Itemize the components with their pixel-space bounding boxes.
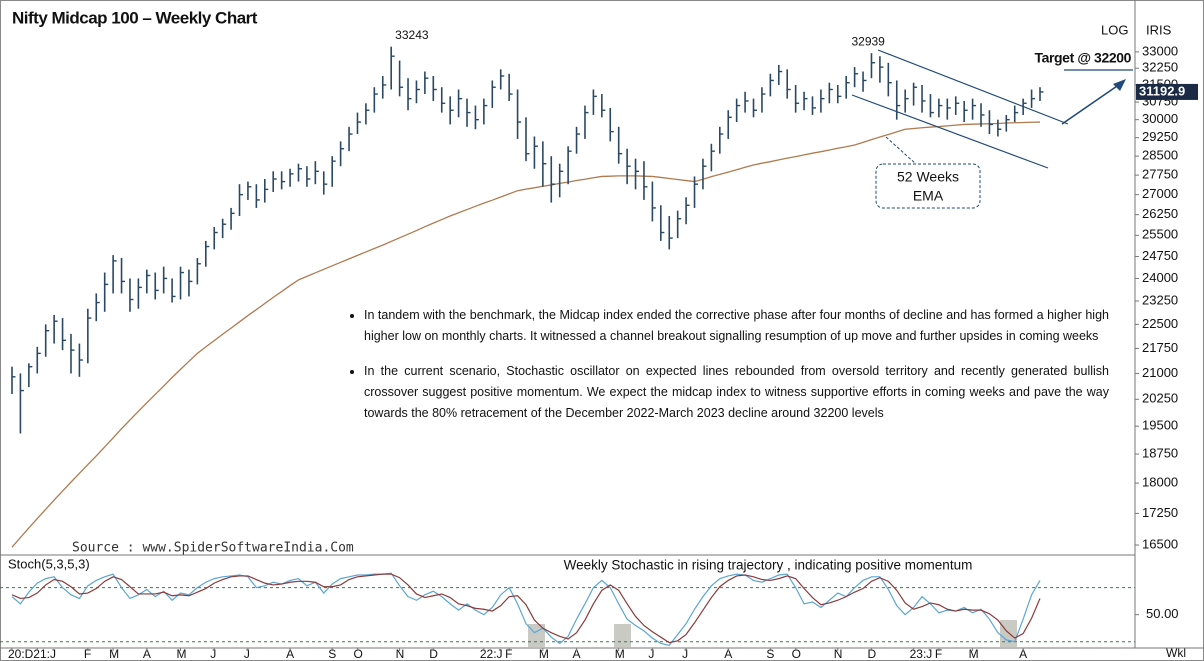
target-arrow [1061,83,1121,125]
notes: In tandem with the benchmark, the Midcap… [344,305,1109,438]
stoch-title: Weekly Stochastic in rising trajectory ,… [564,558,973,573]
x-tick-label: F [84,647,91,661]
price-tag-label: 31192.9 [1139,83,1185,98]
marks [11,46,1044,548]
x-tick-label: J [682,647,688,661]
x-tick-label: J [210,647,216,661]
y-tick-label: 26250 [1142,206,1178,221]
stoch-d-line [11,573,1041,644]
x-tick-label: 22:J [480,647,503,661]
x-tick-label: A [724,647,732,661]
x-tick-label: M [177,647,187,661]
x-tick-label: A [573,647,581,661]
y-tick-label: 23250 [1142,292,1178,307]
y-tick-label: 18750 [1142,446,1178,461]
y-tick-label: 27750 [1142,167,1178,182]
stoch-y-tick-label: 50.00 [1146,606,1179,621]
stoch-label: Stoch(5,3,5,3) [8,556,90,571]
y-tick-label: 18000 [1142,475,1178,490]
y-tick-label: 32250 [1142,60,1178,75]
x-tick-label: A [1019,647,1027,661]
y-tick-label: 28500 [1142,148,1178,163]
y-tick-label: 20250 [1142,391,1178,406]
notes-list: In tandem with the benchmark, the Midcap… [344,305,1109,424]
x-tick-label: A [143,647,151,661]
x-tick-label: D [867,647,876,661]
peak-label: 33243 [395,28,429,42]
x-tick-label: O [792,647,801,661]
x-tick-label: J [244,647,250,661]
peak-label: 32939 [851,34,885,48]
ema-connector [885,136,917,165]
note: In the current scenario, Stochastic osci… [364,361,1109,424]
ema-label: 52 Weeks [897,169,959,185]
y-tick-label: 25500 [1142,227,1178,242]
x-tick-label: S [328,647,336,661]
y-tick-label: 21000 [1142,365,1178,380]
x-tick-label: S [766,647,774,661]
x-tick-label: A [286,647,294,661]
ema-label: EMA [913,188,944,204]
x-tick-label: F [505,647,512,661]
note: In tandem with the benchmark, the Midcap… [364,305,1109,347]
x-tick-label: O [353,647,362,661]
iris-label: IRIS [1146,22,1172,37]
y-tick-label: 24000 [1142,270,1178,285]
stoch-k-line [11,572,1041,646]
x-tick-label: M [539,647,549,661]
y-tick-label: 16500 [1142,536,1178,551]
target-label: Target @ 32200 [1034,50,1131,66]
interval-label: Wkl [1166,646,1186,660]
y-tick-label: 30000 [1142,111,1178,126]
x-tick-label: F [935,647,942,661]
x-tick-label: J [648,647,654,661]
ema-line [11,121,1041,548]
x-tick-label: N [834,647,843,661]
y-tick-label: 24750 [1142,248,1178,263]
y-tick-label: 27000 [1142,186,1178,201]
source-label: Source : www.SpiderSoftwareIndia.Com [72,541,354,556]
y-tick-label: 22500 [1142,316,1178,331]
y-tick-label: 33000 [1142,43,1178,58]
x-tick-label: D [429,647,438,661]
x-tick-label: M [969,647,979,661]
x-tick-label: M [615,647,625,661]
x-tick-label: 23:J [910,647,933,661]
arrow-head [1113,79,1126,91]
highlight [614,624,631,648]
channel-lower [851,94,1049,169]
highlight [1000,620,1017,648]
x-tick-label: 20:D [8,647,34,661]
x-tick-label: 21:J [33,647,56,661]
price-tag [1136,83,1198,100]
y-tick-label: 29250 [1142,129,1178,144]
y-tick-label: 19500 [1142,418,1178,433]
channel-upper [877,49,1069,125]
y-tick-label: 17250 [1142,505,1178,520]
x-tick-label: N [396,647,405,661]
x-tick-label: M [109,647,119,661]
y-tick-label: 21750 [1142,340,1178,355]
ema-callout [875,163,981,209]
chart-title: Nifty Midcap 100 – Weekly Chart [12,8,258,27]
log-label: LOG [1101,22,1128,37]
